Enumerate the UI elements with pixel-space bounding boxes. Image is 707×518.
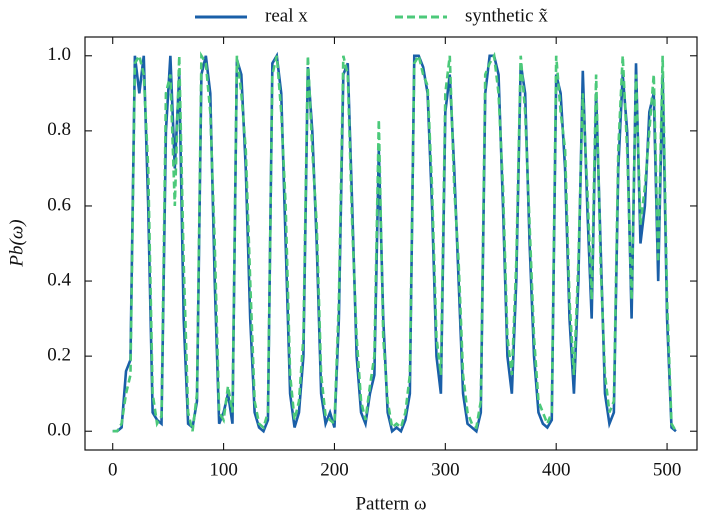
- x-tick-label: 100: [209, 459, 238, 480]
- y-tick-label: 0.8: [47, 119, 71, 140]
- legend-label: real x: [265, 5, 308, 26]
- x-tick-label: 400: [542, 459, 571, 480]
- y-axis-label: Pb(ω): [6, 219, 27, 267]
- x-tick-label: 0: [108, 459, 118, 480]
- series-line: [112, 51, 678, 433]
- x-tick-label: 300: [431, 459, 460, 480]
- x-tick-label: 500: [653, 459, 682, 480]
- x-tick-label: 200: [320, 459, 349, 480]
- y-tick-label: 0.2: [47, 344, 71, 365]
- y-tick-label: 0.4: [47, 269, 71, 290]
- x-axis-label: Pattern ω: [355, 493, 426, 514]
- legend-label: synthetic x̃: [465, 5, 548, 26]
- y-tick-label: 0.0: [47, 420, 71, 441]
- y-tick-label: 1.0: [47, 44, 71, 65]
- y-tick-label: 0.6: [47, 194, 71, 215]
- plot-frame: [84, 36, 698, 451]
